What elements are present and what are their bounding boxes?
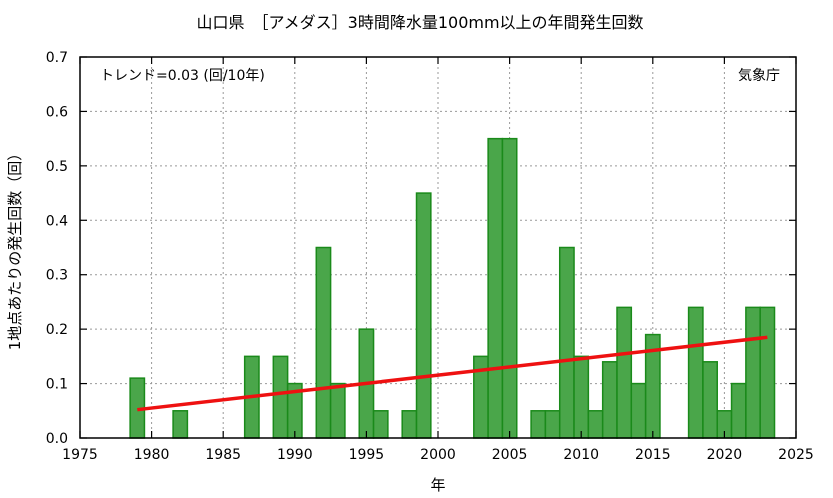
bar	[730, 382, 747, 439]
y-axis: 0.0 0.1 0.2 0.3 0.4 0.5 0.6 0.7	[46, 50, 796, 447]
y-tick-label: 0.7	[46, 50, 68, 66]
bar	[558, 246, 575, 439]
bar	[601, 361, 618, 439]
bar	[415, 192, 432, 439]
x-tick-label: 1975	[62, 447, 98, 463]
bar	[272, 355, 289, 439]
x-tick-label: 1980	[134, 447, 170, 463]
bar	[401, 410, 418, 439]
y-tick-label: 0.2	[46, 322, 68, 338]
bar	[630, 382, 647, 439]
y-tick-label: 0.5	[46, 159, 68, 175]
bar	[745, 306, 761, 439]
bar	[616, 306, 633, 439]
x-tick-label: 2015	[635, 447, 671, 463]
x-tick-label: 1990	[277, 447, 313, 463]
x-tick-label: 2020	[707, 447, 743, 463]
x-tick-label: 2010	[563, 447, 599, 463]
bar	[172, 410, 189, 439]
bar	[372, 410, 389, 439]
trend-line	[137, 335, 768, 412]
y-tick-label: 0.0	[46, 431, 68, 447]
bar	[587, 410, 604, 439]
x-tick-label: 2005	[492, 447, 528, 463]
x-tick-label: 1985	[205, 447, 241, 463]
x-axis: 1975 1980 1985 1990 1995 2000 2005 2010 2015 2020…	[62, 57, 814, 463]
bar	[573, 355, 590, 439]
y-tick-label: 0.6	[46, 104, 68, 120]
trend-annotation: トレンド=0.03 (回/10年)	[100, 68, 265, 84]
x-tick-label: 2000	[420, 447, 456, 463]
y-axis-label: 1地点あたりの発生回数（回）	[6, 146, 24, 351]
y-tick-label: 0.3	[46, 268, 68, 284]
bar	[329, 382, 346, 439]
bar	[759, 306, 776, 439]
bars	[129, 137, 776, 439]
grid	[80, 57, 796, 438]
bar	[530, 410, 547, 439]
y-tick-label: 0.4	[46, 213, 68, 229]
source-label: 気象庁	[738, 68, 780, 84]
bar	[487, 137, 504, 439]
bar	[687, 306, 704, 439]
x-tick-label: 2025	[778, 447, 814, 463]
bar	[501, 137, 518, 439]
bar	[702, 361, 718, 439]
bar	[544, 410, 561, 439]
bar	[315, 246, 332, 439]
y-tick-label: 0.1	[46, 377, 68, 393]
chart-title: 山口県 ［アメダス］3時間降水量100mm以上の年間発生回数	[196, 13, 643, 32]
trend-line-group	[137, 335, 768, 412]
x-axis-label: 年	[430, 476, 445, 494]
x-tick-label: 1995	[349, 447, 385, 463]
